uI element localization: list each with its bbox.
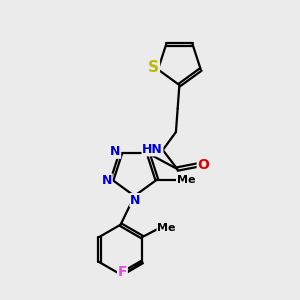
- Text: F: F: [118, 265, 127, 279]
- Text: S: S: [148, 60, 159, 75]
- Text: Me: Me: [177, 175, 195, 185]
- Text: N: N: [110, 145, 121, 158]
- Text: N: N: [130, 194, 140, 207]
- Text: HN: HN: [142, 143, 163, 156]
- Text: O: O: [197, 158, 209, 172]
- Text: Me: Me: [157, 224, 176, 233]
- Text: N: N: [102, 174, 112, 187]
